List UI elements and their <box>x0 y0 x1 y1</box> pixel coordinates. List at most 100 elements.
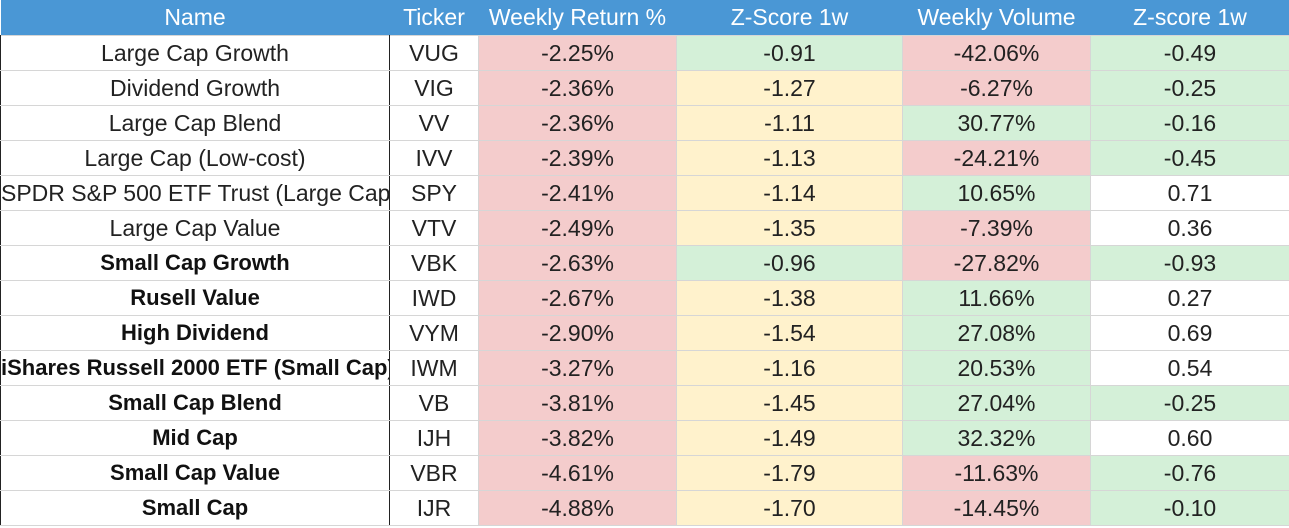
cell-zscore-volume: 0.54 <box>1090 350 1289 386</box>
cell-zscore-volume: -0.16 <box>1090 105 1289 141</box>
table-row: High Dividend VYM -2.90% -1.54 27.08% 0.69 <box>0 315 1289 351</box>
cell-name: Large Cap Value <box>0 210 390 246</box>
cell-ticker: VB <box>389 385 479 421</box>
cell-weekly-volume: -27.82% <box>902 245 1091 281</box>
cell-zscore-volume: 0.71 <box>1090 175 1289 211</box>
cell-weekly-volume: 20.53% <box>902 350 1091 386</box>
cell-zscore-volume: 0.36 <box>1090 210 1289 246</box>
header-row: Name Ticker Weekly Return % Z-Score 1w W… <box>0 0 1289 36</box>
cell-weekly-return: -2.67% <box>478 280 677 316</box>
cell-zscore-return: -1.54 <box>676 315 903 351</box>
cell-weekly-return: -2.41% <box>478 175 677 211</box>
cell-zscore-volume: -0.49 <box>1090 35 1289 71</box>
cell-weekly-return: -2.39% <box>478 140 677 176</box>
cell-weekly-return: -4.88% <box>478 490 677 526</box>
cell-weekly-return: -3.27% <box>478 350 677 386</box>
cell-zscore-return: -1.35 <box>676 210 903 246</box>
cell-weekly-return: -3.81% <box>478 385 677 421</box>
table-row: Mid Cap IJH -3.82% -1.49 32.32% 0.60 <box>0 420 1289 456</box>
cell-zscore-return: -1.70 <box>676 490 903 526</box>
cell-ticker: VV <box>389 105 479 141</box>
cell-zscore-return: -1.27 <box>676 70 903 106</box>
cell-weekly-return: -2.49% <box>478 210 677 246</box>
cell-name: SPDR S&P 500 ETF Trust (Large Cap) <box>0 175 390 211</box>
header-weekly-volume: Weekly Volume <box>902 0 1091 36</box>
cell-name: Large Cap Growth <box>0 35 390 71</box>
cell-weekly-volume: -42.06% <box>902 35 1091 71</box>
cell-weekly-return: -2.63% <box>478 245 677 281</box>
cell-weekly-volume: -24.21% <box>902 140 1091 176</box>
cell-name: Mid Cap <box>0 420 390 456</box>
cell-ticker: IJH <box>389 420 479 456</box>
cell-zscore-return: -1.16 <box>676 350 903 386</box>
cell-zscore-return: -1.14 <box>676 175 903 211</box>
cell-ticker: VBR <box>389 455 479 491</box>
header-zscore-return: Z-Score 1w <box>676 0 903 36</box>
cell-name: Small Cap Blend <box>0 385 390 421</box>
cell-zscore-volume: -0.25 <box>1090 70 1289 106</box>
cell-weekly-return: -3.82% <box>478 420 677 456</box>
cell-zscore-volume: 0.27 <box>1090 280 1289 316</box>
cell-weekly-return: -2.90% <box>478 315 677 351</box>
cell-zscore-return: -0.91 <box>676 35 903 71</box>
cell-zscore-volume: 0.69 <box>1090 315 1289 351</box>
cell-name: Rusell Value <box>0 280 390 316</box>
cell-weekly-volume: -14.45% <box>902 490 1091 526</box>
cell-name: Dividend Growth <box>0 70 390 106</box>
cell-zscore-volume: -0.93 <box>1090 245 1289 281</box>
cell-weekly-volume: 27.08% <box>902 315 1091 351</box>
header-weekly-return: Weekly Return % <box>478 0 677 36</box>
cell-weekly-volume: 30.77% <box>902 105 1091 141</box>
table-row: Large Cap Value VTV -2.49% -1.35 -7.39% 0.36 <box>0 210 1289 246</box>
cell-ticker: VIG <box>389 70 479 106</box>
cell-ticker: VUG <box>389 35 479 71</box>
cell-name: Small Cap Value <box>0 455 390 491</box>
cell-zscore-return: -1.79 <box>676 455 903 491</box>
cell-zscore-return: -1.49 <box>676 420 903 456</box>
cell-ticker: SPY <box>389 175 479 211</box>
table-row: Small Cap Value VBR -4.61% -1.79 -11.63% -0.7… <box>0 455 1289 491</box>
cell-ticker: VBK <box>389 245 479 281</box>
cell-ticker: VYM <box>389 315 479 351</box>
cell-ticker: IVV <box>389 140 479 176</box>
table-row: Small Cap Blend VB -3.81% -1.45 27.04% -0.25 <box>0 385 1289 421</box>
header-name: Name <box>0 0 390 36</box>
table-row: Small Cap Growth VBK -2.63% -0.96 -27.82% -0.… <box>0 245 1289 281</box>
cell-weekly-volume: 32.32% <box>902 420 1091 456</box>
cell-name: Small Cap Growth <box>0 245 390 281</box>
cell-zscore-volume: 0.60 <box>1090 420 1289 456</box>
cell-weekly-return: -4.61% <box>478 455 677 491</box>
cell-weekly-volume: 27.04% <box>902 385 1091 421</box>
cell-zscore-volume: -0.25 <box>1090 385 1289 421</box>
table-row: Large Cap Blend VV -2.36% -1.11 30.77% -0.16 <box>0 105 1289 141</box>
header-ticker: Ticker <box>389 0 479 36</box>
cell-weekly-volume: 10.65% <box>902 175 1091 211</box>
table-row: Dividend Growth VIG -2.36% -1.27 -6.27% -0.25 <box>0 70 1289 106</box>
cell-ticker: IWM <box>389 350 479 386</box>
cell-zscore-volume: -0.45 <box>1090 140 1289 176</box>
table-row: Small Cap IJR -4.88% -1.70 -14.45% -0.10 <box>0 490 1289 526</box>
cell-weekly-volume: -11.63% <box>902 455 1091 491</box>
cell-weekly-volume: -6.27% <box>902 70 1091 106</box>
cell-zscore-return: -0.96 <box>676 245 903 281</box>
cell-weekly-volume: -7.39% <box>902 210 1091 246</box>
cell-name: iShares Russell 2000 ETF (Small Cap) <box>0 350 390 386</box>
cell-zscore-return: -1.13 <box>676 140 903 176</box>
table-row: iShares Russell 2000 ETF (Small Cap) IWM -… <box>0 350 1289 386</box>
cell-zscore-volume: -0.76 <box>1090 455 1289 491</box>
table-row: Rusell Value IWD -2.67% -1.38 11.66% 0.27 <box>0 280 1289 316</box>
cell-zscore-volume: -0.10 <box>1090 490 1289 526</box>
cell-weekly-volume: 11.66% <box>902 280 1091 316</box>
table-row: Large Cap Growth VUG -2.25% -0.91 -42.06% -0.… <box>0 35 1289 71</box>
cell-weekly-return: -2.36% <box>478 70 677 106</box>
cell-weekly-return: -2.36% <box>478 105 677 141</box>
table-row: SPDR S&P 500 ETF Trust (Large Cap) SPY -2.… <box>0 175 1289 211</box>
cell-zscore-return: -1.38 <box>676 280 903 316</box>
cell-weekly-return: -2.25% <box>478 35 677 71</box>
cell-zscore-return: -1.11 <box>676 105 903 141</box>
cell-ticker: IWD <box>389 280 479 316</box>
cell-name: High Dividend <box>0 315 390 351</box>
cell-name: Small Cap <box>0 490 390 526</box>
cell-ticker: IJR <box>389 490 479 526</box>
